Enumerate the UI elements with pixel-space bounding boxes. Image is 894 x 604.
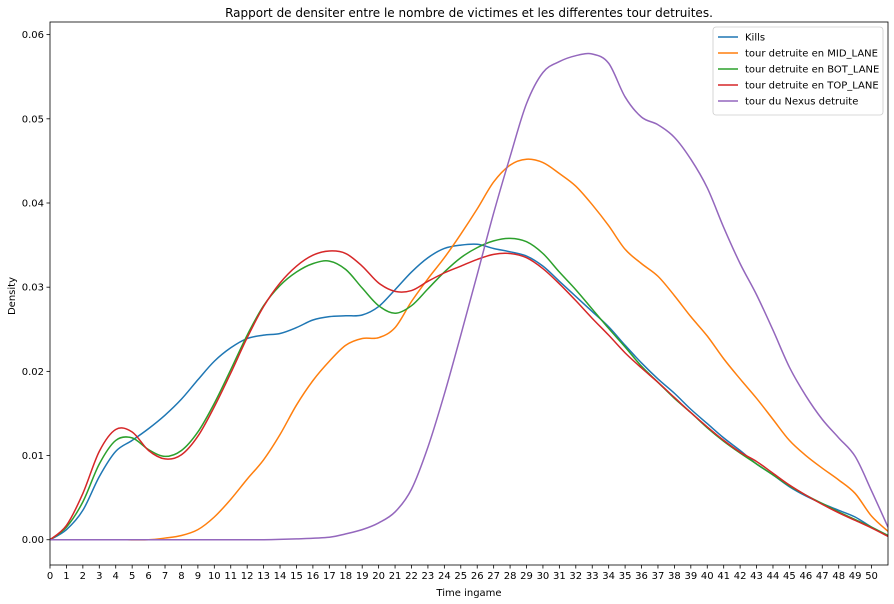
x-tick-label: 16 <box>307 571 320 582</box>
x-tick-label: 10 <box>208 571 221 582</box>
x-tick-label: 32 <box>569 571 582 582</box>
legend-label: tour detruite en MID_LANE <box>745 49 878 60</box>
y-tick-label: 0.06 <box>22 30 44 41</box>
y-axis-label: Density <box>7 277 18 315</box>
x-tick-label: 27 <box>487 571 500 582</box>
series-line-2 <box>50 237 888 541</box>
series-line-3 <box>50 250 888 541</box>
legend-box <box>712 26 884 116</box>
x-tick-label: 23 <box>422 571 435 582</box>
series-line-1 <box>50 158 888 541</box>
series-lines <box>50 52 888 541</box>
x-axis-label: Time ingame <box>435 588 501 599</box>
x-tick-label: 17 <box>323 571 336 582</box>
y-tick-label: 0.02 <box>22 367 44 378</box>
x-tick-label: 22 <box>405 571 418 582</box>
legend-label: tour detruite en TOP_LANE <box>745 81 879 92</box>
y-tick-label: 0.03 <box>22 283 44 294</box>
x-tick-label: 14 <box>274 571 287 582</box>
x-tick-label: 5 <box>129 571 135 582</box>
x-tick-label: 50 <box>865 571 878 582</box>
x-tick-label: 7 <box>162 571 168 582</box>
x-tick-label: 31 <box>553 571 566 582</box>
legend-label: Kills <box>745 33 765 44</box>
x-tick-label: 34 <box>602 571 615 582</box>
x-tick-label: 6 <box>145 571 151 582</box>
x-tick-label: 8 <box>178 571 184 582</box>
x-tick-label: 3 <box>96 571 102 582</box>
x-tick-label: 40 <box>701 571 714 582</box>
series-line-4 <box>50 52 888 541</box>
x-tick-label: 19 <box>356 571 369 582</box>
axes-frame <box>49 21 889 566</box>
x-tick-label: 26 <box>471 571 484 582</box>
x-tick-label: 33 <box>586 571 599 582</box>
x-tick-label: 36 <box>635 571 648 582</box>
x-tick-label: 48 <box>832 571 845 582</box>
x-tick-label: 21 <box>389 571 402 582</box>
legend-label: tour detruite en BOT_LANE <box>745 65 879 76</box>
x-tick-label: 2 <box>80 571 86 582</box>
x-tick-label: 20 <box>372 571 385 582</box>
x-tick-label: 13 <box>257 571 270 582</box>
x-tick-label: 11 <box>224 571 237 582</box>
x-tick-label: 42 <box>734 571 747 582</box>
x-tick-label: 18 <box>339 571 352 582</box>
x-tick-label: 1 <box>63 571 69 582</box>
x-tick-label: 12 <box>241 571 254 582</box>
y-tick-label: 0.01 <box>22 451 44 462</box>
x-tick-label: 37 <box>652 571 665 582</box>
x-tick-label: 45 <box>783 571 796 582</box>
x-tick-label: 4 <box>113 571 119 582</box>
x-tick-label: 30 <box>537 571 550 582</box>
x-tick-label: 39 <box>684 571 697 582</box>
y-tick-label: 0.05 <box>22 114 44 125</box>
chart-title: Rapport de densiter entre le nombre de v… <box>225 6 713 20</box>
plot-area <box>50 52 888 541</box>
x-tick-label: 47 <box>816 571 829 582</box>
x-tick-label: 28 <box>504 571 517 582</box>
x-tick-label: 25 <box>454 571 467 582</box>
x-tick-label: 44 <box>767 571 780 582</box>
x-tick-label: 0 <box>47 571 53 582</box>
x-tick-label: 38 <box>668 571 681 582</box>
x-tick-label: 49 <box>849 571 862 582</box>
y-tick-label: 0.00 <box>22 535 44 546</box>
x-tick-label: 41 <box>717 571 730 582</box>
x-tick-label: 9 <box>195 571 201 582</box>
x-tick-label: 46 <box>799 571 812 582</box>
x-tick-label: 24 <box>438 571 451 582</box>
x-tick-label: 35 <box>619 571 632 582</box>
x-tick-label: 29 <box>520 571 533 582</box>
x-tick-label: 43 <box>750 571 763 582</box>
axes: 0 1 2 3 4 5 6 7 8 9 10 11 12 13 14 15 16 17 18 19 20 21 22 23 24… <box>22 21 889 582</box>
x-tick-label: 15 <box>290 571 303 582</box>
y-tick-label: 0.04 <box>22 199 44 210</box>
legend-label: tour du Nexus detruite <box>745 97 858 108</box>
